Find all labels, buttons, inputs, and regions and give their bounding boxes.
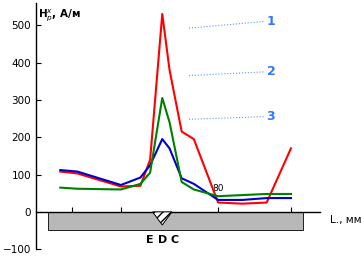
- Polygon shape: [153, 212, 172, 225]
- Bar: [48, 212, 303, 230]
- Text: 1: 1: [267, 15, 276, 28]
- Text: 3: 3: [267, 110, 275, 123]
- Text: L., мм: L., мм: [330, 215, 361, 225]
- Text: 80: 80: [212, 184, 224, 193]
- Text: 2: 2: [267, 65, 276, 78]
- Text: E: E: [146, 235, 154, 245]
- Text: D: D: [158, 235, 167, 245]
- Text: $\mathbf{H}_p^x$, А/м: $\mathbf{H}_p^x$, А/м: [39, 6, 81, 22]
- Text: C: C: [170, 235, 178, 245]
